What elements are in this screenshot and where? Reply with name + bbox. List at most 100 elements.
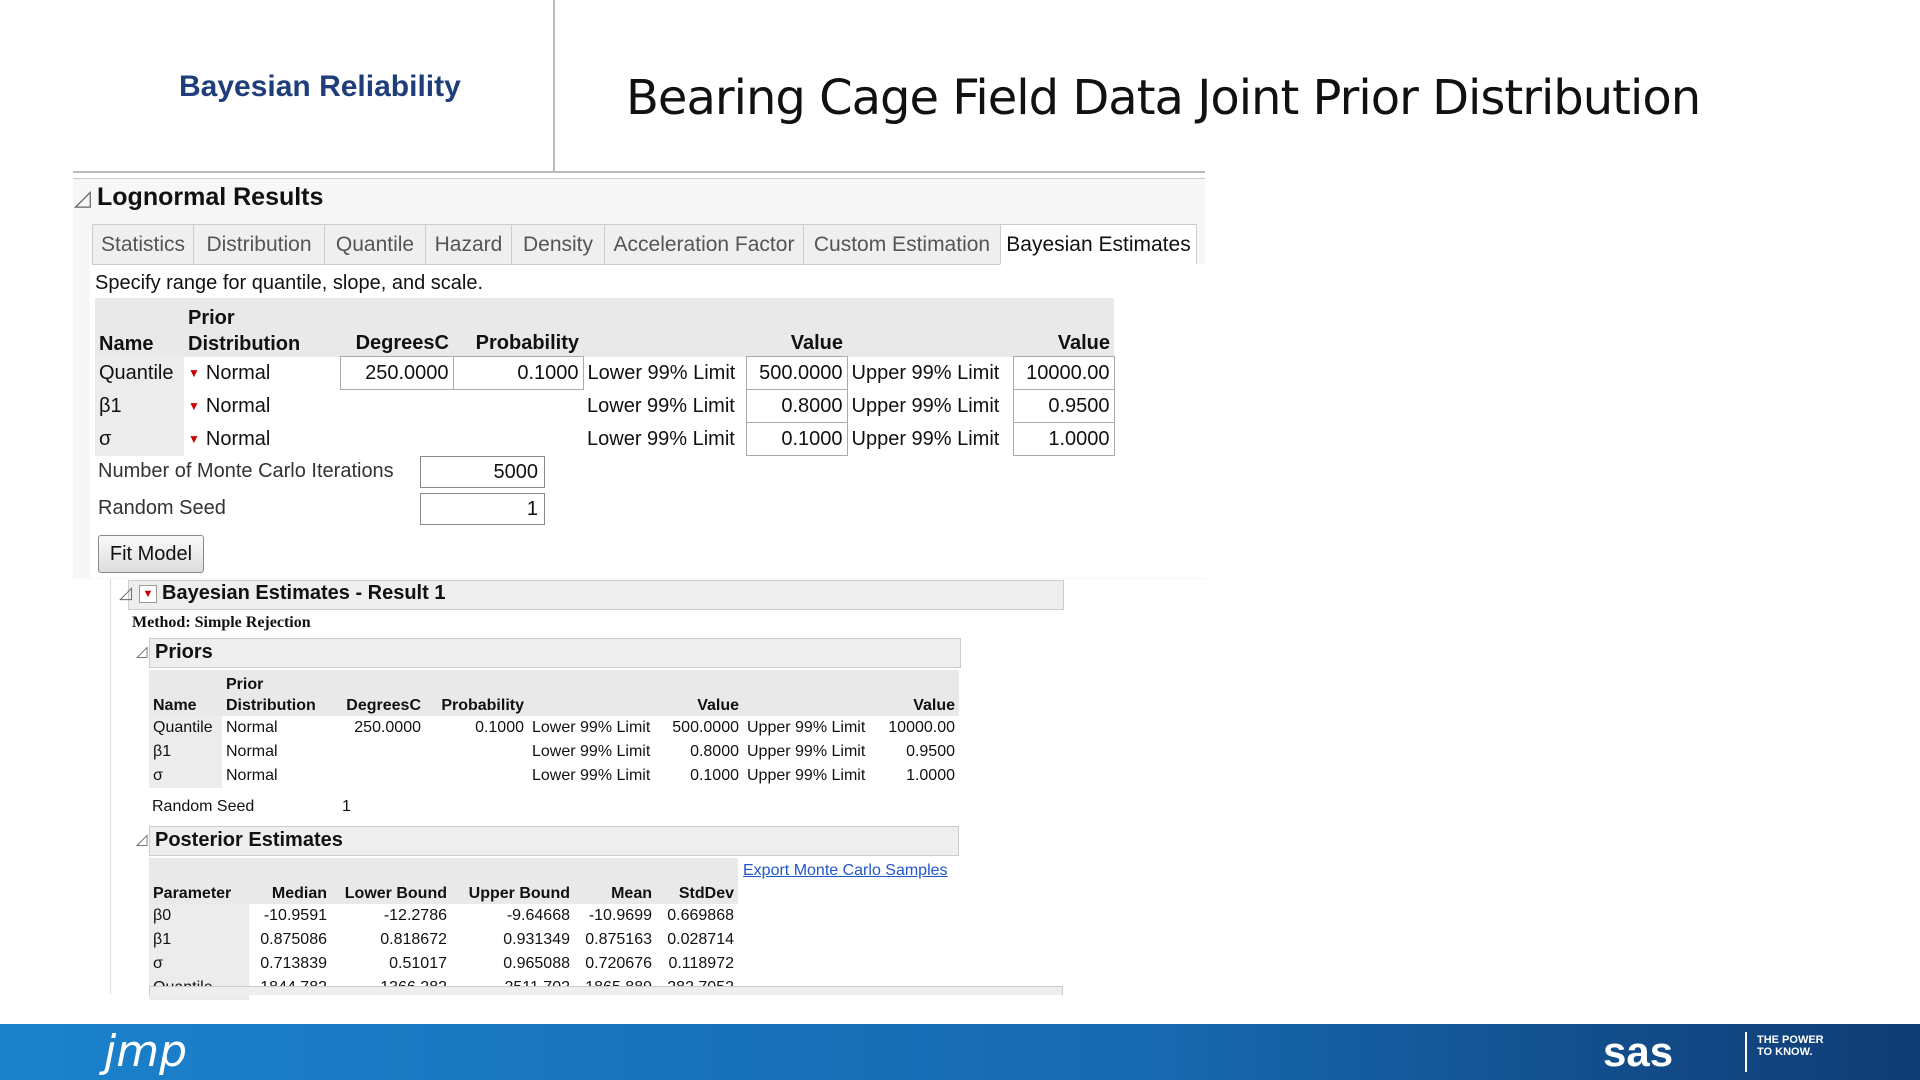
footer [0,1024,1920,1080]
tagline: THE POWER TO KNOW. [1757,1034,1824,1058]
table-cell: 0.875086 [260,931,327,948]
section-title: Posterior Estimates [155,829,343,851]
table-cell: 0.965088 [503,955,570,972]
table-cell: Quantile [95,356,184,390]
tab[interactable]: Quantile [324,224,426,265]
menu-icon[interactable]: ▼ [139,585,157,603]
cell-text: Normal [205,394,271,417]
table-cell: Normal [226,767,278,784]
tab[interactable]: Custom Estimation [803,224,1001,265]
table-cell: 0.818672 [380,931,447,948]
table-cell: 0.875163 [585,931,652,948]
disclosure-icon[interactable]: ◿ [119,583,133,602]
disclosure-icon[interactable]: ◿ [74,185,91,210]
logo-divider [1745,1032,1747,1072]
column-header [847,298,1013,357]
column-header: Name [149,670,222,716]
column-header: Value [1013,298,1114,357]
tab[interactable]: Acceleration Factor [604,224,804,265]
disclosure-icon[interactable]: ◿ [136,831,148,848]
table-cell: Lower 99% Limit [587,394,735,417]
tab[interactable]: Distribution [193,224,325,265]
table-cell: Upper 99% Limit [747,719,866,736]
table-row: σ Normal Lower 99% Limit 0.1000 Upper 99% Li… [149,764,959,788]
jmp-logo: jmp [104,1026,188,1077]
label: Number of Monte Carlo Iterations [98,460,394,482]
column-header [528,670,661,716]
menu-arrow[interactable]: ▼ [188,366,200,381]
table-cell: Lower 99% Limit [587,427,735,450]
table-cell[interactable]: 0.8000 [745,389,848,423]
sas-logo: sas [1603,1028,1674,1075]
table-cell: Lower 99% Limit [532,743,651,760]
table-row: σ 0.713839 0.51017 0.965088 0.720676 0.118972 [149,952,738,976]
table-cell [453,390,583,423]
table-cell: 0.1000 [475,719,524,736]
tab[interactable]: Hazard [425,224,512,265]
table-cell: 250.0000 [354,719,421,736]
table-row: σ ▼ Normal Lower 99% Limit 0.1000 Upper 99% L… [95,422,1115,456]
table-cell: 0.1000 [690,767,739,784]
table-cell[interactable]: 0.1000 [452,356,584,390]
table-cell: β1 [149,740,222,764]
tab[interactable]: Statistics [92,224,194,265]
table-cell[interactable]: 250.0000 [339,356,454,390]
export-link[interactable]: Export Monte Carlo Samples [743,862,948,879]
column-header: Value [877,670,959,716]
table-row: β1 Normal Lower 99% Limit 0.8000 Upper 99% L… [149,740,959,764]
table-row: Quantile ▼ Normal 250.0000 0.1000 Lower 99% L… [95,356,1115,390]
column-header: Mean [574,858,656,904]
table-cell: σ [149,952,249,976]
table-cell [425,740,528,764]
table-cell: σ [149,764,222,788]
table-cell[interactable]: 500.0000 [745,356,848,390]
table-cell [333,740,425,764]
header-row: Name Prior Distribution DegreesC Probabilit… [149,670,959,716]
table-cell[interactable]: 0.9500 [1012,389,1115,423]
table-cell: Lower 99% Limit [532,767,651,784]
cell-text: Normal [205,427,271,450]
table-cell: 10000.00 [888,719,955,736]
table-cell: σ [95,422,184,456]
tab[interactable]: Bayesian Estimates [1000,224,1197,265]
menu-arrow[interactable]: ▼ [188,432,200,447]
table-cell: Normal [226,719,278,736]
table-cell: β1 [149,928,249,952]
column-header: Lower Bound [331,858,451,904]
cut-section [149,986,1063,995]
cell-text: Normal [205,361,271,384]
table-cell[interactable]: 10000.00 [1012,356,1115,390]
table-row: β1 ▼ Normal Lower 99% Limit 0.8000 Upper 99% … [95,389,1115,423]
table-cell [333,764,425,788]
method: Method: Simple Rejection [132,614,311,631]
fit-button[interactable]: Fit Model [98,535,204,573]
table-cell: 0.118972 [668,955,734,972]
table-row: Quantile Normal 250.0000 0.1000 Lower 99% Li… [149,716,959,740]
column-header: Prior Distribution [222,670,333,716]
input[interactable]: 1 [420,493,545,525]
column-header: Prior Distribution [184,298,340,357]
panel-title: Lognormal Results [97,183,324,211]
table-cell[interactable]: 1.0000 [1012,422,1115,456]
table-cell: -12.2786 [383,907,447,924]
input[interactable]: 5000 [420,456,545,488]
menu-arrow[interactable]: ▼ [188,399,200,414]
tab[interactable]: Density [511,224,605,265]
table-cell: 0.028714 [667,931,734,948]
value: 1 [342,798,351,815]
header-row: Name Prior Distribution DegreesC Probabilit… [95,298,1114,357]
table-cell: 500.0000 [672,719,739,736]
slide-title: Bearing Cage Field Data Joint Prior Dist… [626,70,1701,126]
column-header: DegreesC [333,670,425,716]
brand: Bayesian Reliability [179,70,461,103]
instruction: Specify range for quantile, slope, and s… [95,272,484,294]
column-header: Upper Bound [451,858,574,904]
rule [73,171,1205,173]
disclosure-icon[interactable]: ◿ [136,643,148,660]
column-header [583,298,746,357]
table-cell: Lower 99% Limit [587,361,736,384]
result-header [128,580,1064,610]
table-row: β1 0.875086 0.818672 0.931349 0.875163 0.0287… [149,928,738,952]
table-cell: -10.9699 [588,907,652,924]
table-cell[interactable]: 0.1000 [745,422,848,456]
